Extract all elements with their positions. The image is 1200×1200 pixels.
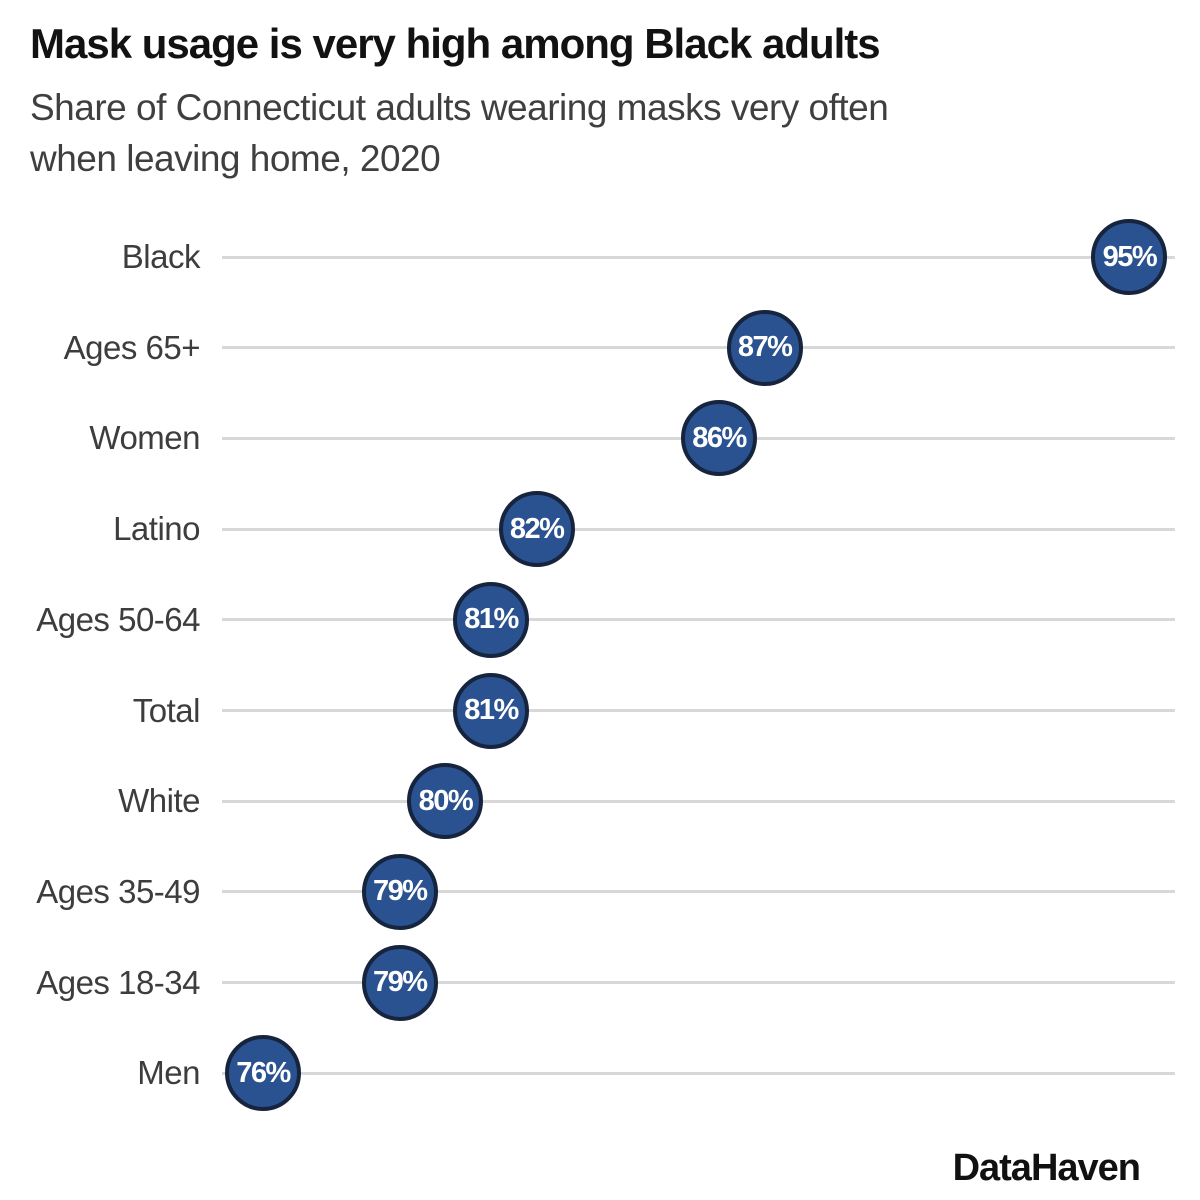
data-point-dot: 95% (1091, 219, 1168, 295)
gridline (222, 890, 1175, 894)
value-label: 81% (464, 603, 519, 636)
data-point-dot: 80% (407, 763, 484, 840)
category-label: Women (89, 419, 200, 457)
data-point-dot: 87% (726, 309, 803, 386)
category-label: Total (132, 691, 201, 729)
gridline (222, 255, 1175, 259)
gridline (222, 981, 1175, 985)
category-label: Ages 65+ (63, 328, 201, 366)
category-label: Ages 35-49 (36, 872, 200, 910)
chart-subtitle: Share of Connecticut adults wearing mask… (30, 82, 1170, 184)
category-label: Ages 50-64 (36, 600, 200, 638)
value-label: 80% (418, 784, 474, 817)
gridline (222, 709, 1175, 712)
value-label: 95% (1102, 240, 1158, 273)
data-point-dot: 86% (681, 400, 758, 477)
value-label: 79% (373, 875, 428, 908)
chart-title: Mask usage is very high among Black adul… (30, 20, 881, 67)
value-label: 76% (236, 1056, 291, 1089)
value-label: 82% (509, 512, 565, 545)
gridline (222, 799, 1175, 803)
chart-subtitle-line-2: when leaving home, 2020 (30, 138, 441, 180)
data-point-dot: 81% (453, 581, 530, 658)
data-point-dot: 82% (498, 491, 575, 568)
value-label: 81% (464, 694, 519, 726)
data-point-dot: 76% (225, 1035, 302, 1112)
category-label: White (118, 782, 200, 820)
chart-header: Mask usage is very high among Black adul… (30, 20, 1170, 184)
category-label: Black (121, 238, 201, 275)
value-label: 79% (373, 966, 428, 999)
chart-subtitle-line-1: Share of Connecticut adults wearing mask… (30, 87, 889, 129)
category-label: Latino (113, 510, 200, 548)
gridline (222, 527, 1175, 531)
data-point-dot: 79% (361, 853, 438, 930)
gridline (222, 618, 1175, 622)
value-label: 87% (737, 331, 793, 364)
category-label: Men (137, 1054, 200, 1092)
data-point-dot: 81% (453, 672, 530, 749)
gridline (222, 1071, 1175, 1075)
gridline (222, 346, 1175, 350)
category-label: Ages 18-34 (36, 963, 200, 1001)
brand-logo: DataHaven (952, 1147, 1141, 1189)
value-label: 86% (692, 421, 747, 454)
data-point-dot: 79% (361, 944, 438, 1021)
